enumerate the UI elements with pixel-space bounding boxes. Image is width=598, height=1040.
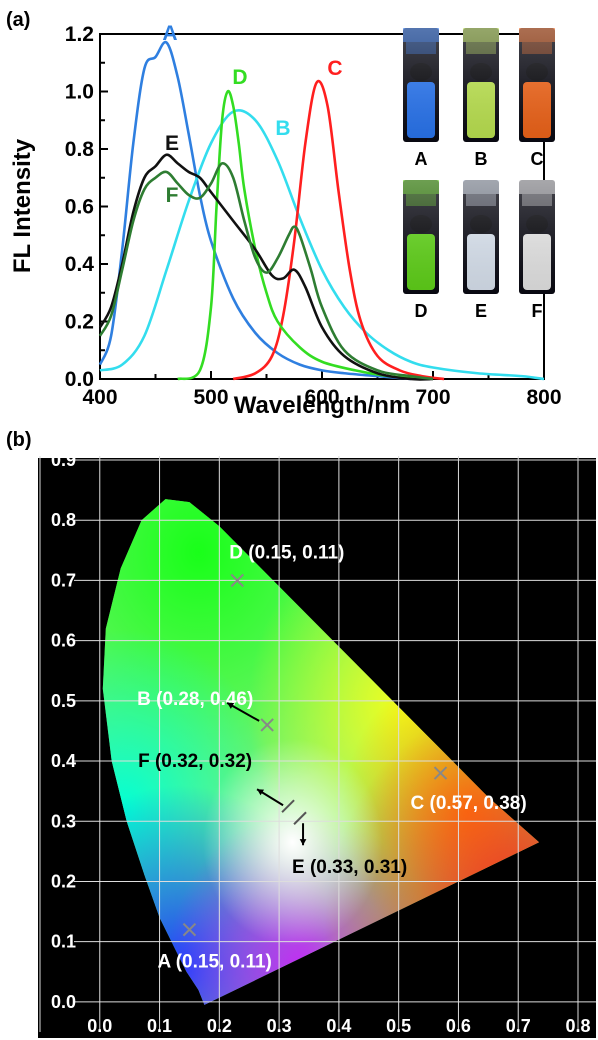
series-label-e: E (165, 132, 179, 155)
cie-x-tick-label: 0.8 (565, 1016, 590, 1036)
vial-label: F (532, 301, 543, 321)
vial-label: D (415, 301, 428, 321)
cie-y-tick-label: 0.8 (51, 510, 76, 530)
y-tick-label: 0.6 (65, 196, 94, 219)
x-tick-label: 800 (526, 386, 561, 409)
x-axis-title: Wavelength/nm (234, 392, 410, 419)
cie-x-tick-label: 0.6 (446, 1016, 471, 1036)
vial-label: A (415, 149, 428, 169)
cie-point-e: E (0.33, 0.31) (292, 811, 407, 878)
cie-x-tick-label: 0.0 (87, 1016, 112, 1036)
cie-x-tick-label: 0.2 (207, 1016, 232, 1036)
vial-sheen (463, 180, 499, 294)
cie-y-tick-label: 0.2 (51, 871, 76, 891)
arrow-head (299, 839, 307, 846)
series-label-b: B (275, 117, 290, 140)
cie-y-tick-label: 0.1 (51, 932, 76, 952)
y-tick-label: 1.2 (65, 23, 94, 46)
panel-b: (b) 0.0 0.1 0.2 0.3 0.4 0.5 0.6 0.7 0.8 0.9 0.0 0.1… (6, 429, 596, 1038)
x-tick-label: 400 (82, 386, 117, 409)
cie-y-tick-label: 0.3 (51, 811, 76, 831)
vial-sheen (463, 28, 499, 142)
cie-y-tick-label: 0.6 (51, 631, 76, 651)
cie-point-label: C (0.57, 0.38) (411, 793, 527, 814)
x-tick-label: 500 (193, 386, 228, 409)
cie-marker (281, 799, 295, 813)
cie-point-b: B (0.28, 0.46) (137, 689, 274, 732)
vial-sheen (519, 180, 555, 294)
cie-point-a: A (0.15, 0.11) (157, 922, 272, 973)
cie-marker (182, 922, 197, 937)
series-label-c: C (327, 57, 342, 80)
cie-points: D (0.15, 0.11) B (0.28, 0.46) C (0.57, 0.3… (137, 542, 527, 972)
cie-x-tick-label: 0.1 (147, 1016, 172, 1036)
cie-point-c: C (0.57, 0.38) (411, 766, 527, 814)
series-label-d: D (232, 66, 247, 89)
cie-y-tick-label: 0.9 (51, 450, 76, 470)
y-tick-label: 1.0 (65, 81, 94, 104)
cie-y-tick-label: 0.5 (51, 691, 76, 711)
cie-y-tick-label: 0.7 (51, 570, 76, 590)
series-line-b (99, 108, 545, 381)
panel-a: (a) 400 500 600 700 800 0.0 0.2 0.4 0.6 0.8 1.0 1.2… (6, 9, 562, 419)
cie-point-label: B (0.28, 0.46) (137, 689, 253, 710)
vial-f: F (519, 180, 555, 321)
cie-x-tick-label: 0.4 (326, 1016, 351, 1036)
cie-marker (433, 766, 448, 780)
y-tick-label: 0.2 (65, 311, 94, 334)
vial-b: B (463, 28, 499, 169)
vial-label: B (475, 149, 488, 169)
cie-grid (39, 456, 596, 1032)
cie-point-label: A (0.15, 0.11) (157, 952, 271, 973)
cie-marker (230, 573, 244, 588)
cie-point-label: D (0.15, 0.11) (229, 542, 344, 563)
vial-label: E (475, 301, 487, 321)
vial-c: C (519, 28, 555, 169)
cie-marker (260, 718, 274, 732)
series-line-d (177, 89, 423, 381)
cie-y-tick-label: 0.0 (51, 992, 76, 1012)
inset-vials: A B C D E F (403, 28, 555, 321)
vial-d: D (403, 180, 439, 321)
cie-point-f: F (0.32, 0.32) (138, 751, 295, 813)
series-label-a: A (162, 22, 177, 45)
plot-a-ticks (99, 33, 545, 380)
vial-e: E (463, 180, 499, 321)
x-tick-label: 700 (415, 386, 450, 409)
cie-x-tick-label: 0.7 (506, 1016, 531, 1036)
cie-point-label: F (0.32, 0.32) (138, 751, 252, 772)
arrow-head (227, 702, 235, 709)
vial-sheen (403, 180, 439, 294)
plot-a-tick-labels: 400 500 600 700 800 0.0 0.2 0.4 0.6 0.8 1.0 1.2 (65, 23, 562, 409)
vial-sheen (403, 28, 439, 142)
arrow-f (256, 788, 284, 807)
arrow-e (299, 823, 307, 846)
cie-x-tick-label: 0.3 (267, 1016, 292, 1036)
cie-point-label: E (0.33, 0.31) (292, 857, 407, 878)
panel-a-label: (a) (6, 9, 30, 31)
cie-tick-labels: 0.0 0.1 0.2 0.3 0.4 0.5 0.6 0.7 0.8 0.9 0.0 0.1 0.2 0… (51, 450, 591, 1036)
plot-a-curves (98, 40, 545, 381)
arrow-b (226, 702, 260, 722)
cie-marker (293, 811, 307, 825)
x-tick-label: 600 (304, 386, 339, 409)
cie-x-tick-label: 0.5 (386, 1016, 411, 1036)
series-label-f: F (166, 184, 179, 207)
vial-sheen (519, 28, 555, 142)
vial-a: A (403, 28, 439, 169)
series-line-f (98, 162, 434, 381)
y-tick-label: 0.4 (65, 253, 95, 276)
series-line-e (98, 153, 434, 381)
vial-label: C (531, 149, 544, 169)
y-axis-title: FL Intensity (9, 138, 36, 273)
cie-point-d: D (0.15, 0.11) (229, 542, 344, 588)
cie-y-tick-label: 0.4 (51, 751, 76, 771)
series-line-c (232, 79, 445, 381)
y-tick-label: 0.0 (65, 368, 94, 391)
panel-b-label: (b) (6, 429, 32, 451)
plot-a-curve-labels: A B C D E F (162, 22, 342, 207)
y-tick-label: 0.8 (65, 138, 95, 161)
arrow-head (257, 789, 265, 796)
